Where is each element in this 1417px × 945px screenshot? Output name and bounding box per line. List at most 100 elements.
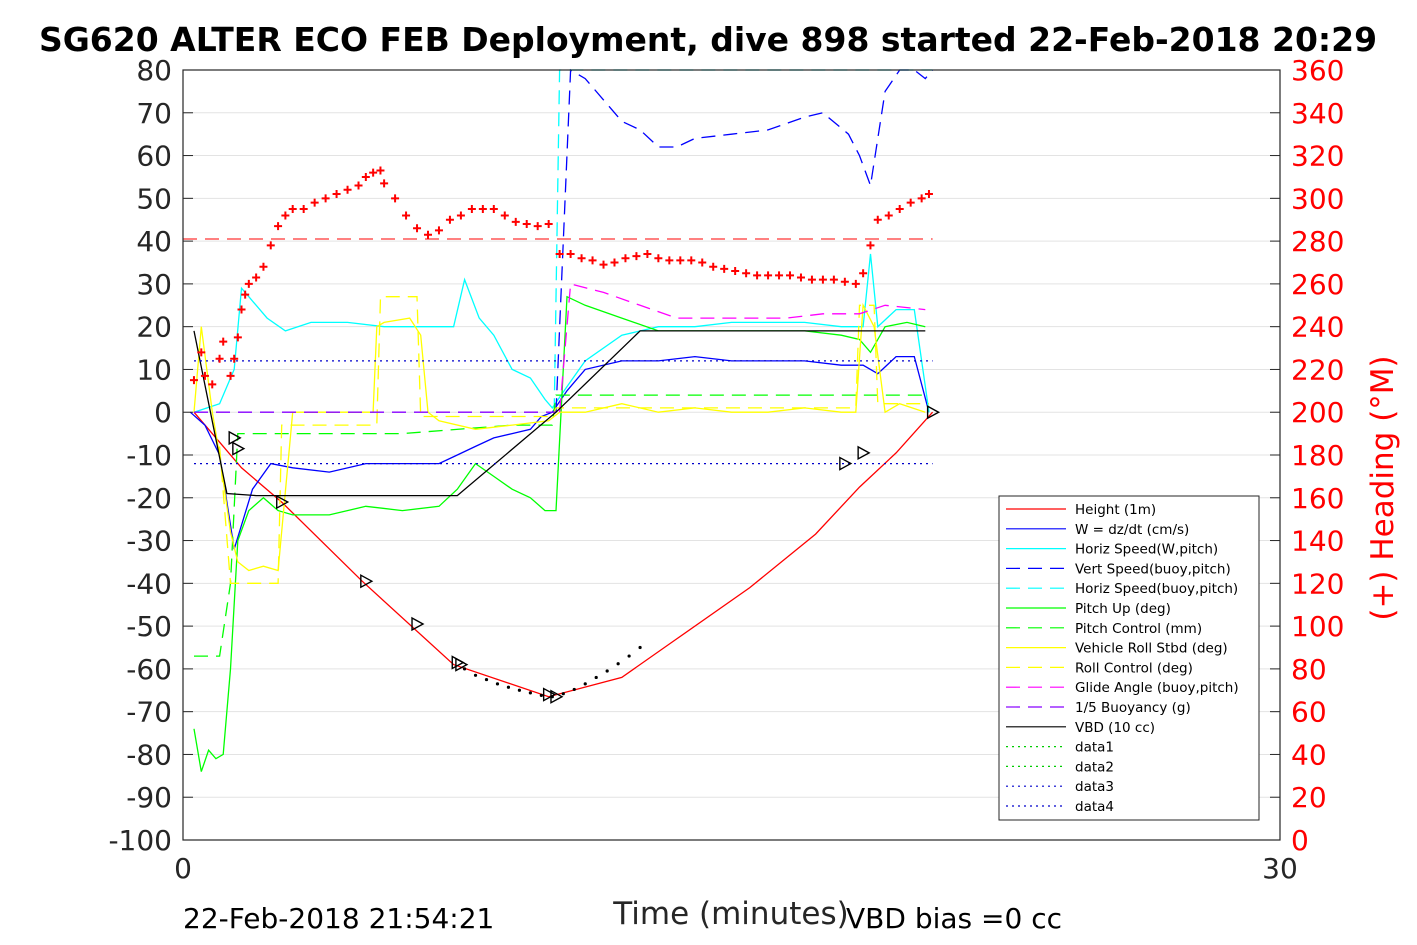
heading-point [467,205,476,214]
right-tick-label: 300 [1291,182,1344,215]
heading-point [566,249,575,258]
heading-point [208,380,217,389]
heading-point [252,273,261,282]
heading-point [391,194,400,203]
sample-dot [506,685,511,689]
legend-label: Horiz Speed(buoy,pitch) [1075,581,1238,597]
right-y-axis-label: (+) Heading (°M) [1365,355,1401,620]
series-layer [189,68,934,772]
legend-label: data1 [1075,740,1114,756]
height-marker [857,445,871,461]
right-tick-label: 260 [1291,268,1344,301]
legend-label: Glide Angle (buoy,pitch) [1075,680,1239,696]
heading-point [807,275,816,284]
height-marker [276,494,290,510]
legend-label: data4 [1075,799,1114,815]
heading-point [764,271,773,280]
heading-point [588,256,597,265]
footer-vbd-bias: VBD bias =0 cc [846,902,1062,935]
heading-point [369,168,378,177]
heading-point [226,371,235,380]
heading-point [445,215,454,224]
heading-point [866,241,875,250]
height-marker [411,616,425,632]
x-axis-label: Time (minutes) [612,896,848,932]
left-tick-label: -30 [126,525,172,558]
heading-point [643,249,652,258]
heading-point [665,256,674,265]
left-tick-label: -70 [126,696,172,729]
sample-dot [594,675,598,680]
legend-label: Pitch Control (mm) [1075,621,1202,637]
left-tick-label: 70 [136,97,172,130]
series-line-7 [193,302,926,572]
heading-point [200,371,209,380]
heading-point [720,264,729,273]
series-line-11 [193,330,926,497]
heading-point [511,217,520,226]
heading-point [434,226,443,235]
sample-dot [495,682,500,686]
heading-point [859,269,868,278]
right-tick-label: 100 [1291,610,1344,643]
right-y-axis: 3603403203002802602402202001801601401201… [1270,54,1344,857]
heading-point [259,262,268,271]
heading-point [500,211,509,220]
heading-point [753,271,762,280]
legend-label: VBD (10 cc) [1075,720,1155,736]
heading-point [244,279,253,288]
left-tick-label: -80 [126,738,172,771]
left-tick-label: 20 [136,311,172,344]
right-tick-label: 360 [1291,54,1344,87]
right-tick-label: 220 [1291,353,1344,386]
sample-dot [462,667,467,671]
legend-label: Horiz Speed(W,pitch) [1075,542,1218,558]
left-tick-label: 30 [136,268,172,301]
heading-point [215,354,224,363]
sample-dot [638,645,642,650]
sample-dot [583,682,587,686]
x-axis: 0 30 [174,830,1298,885]
heading-point [829,275,838,284]
heading-point [233,333,242,342]
marker-layer [228,405,941,704]
heading-point [906,198,915,207]
legend-label: Roll Control (deg) [1075,660,1193,676]
sample-dot [561,692,565,696]
heading-point [197,348,206,357]
heading-point [489,205,498,214]
heading-point [321,194,330,203]
heading-point [299,205,308,214]
x-tick-label: 0 [174,852,192,885]
chart-title: SG620 ALTER ECO FEB Deployment, dive 898… [39,20,1377,59]
left-tick-label: 50 [136,182,172,215]
heading-point [332,190,341,199]
heading-point [884,211,893,220]
legend-label: Vehicle Roll Stbd (deg) [1075,641,1228,657]
right-tick-label: 80 [1291,653,1327,686]
height-marker [926,405,941,420]
right-tick-label: 140 [1291,525,1344,558]
height-marker [542,687,557,702]
height-marker [455,657,469,672]
right-tick-label: 120 [1291,567,1344,600]
heading-point [376,166,385,175]
heading-point [577,254,586,263]
heading-point [423,230,432,239]
sample-dot [572,687,576,692]
left-tick-label: 10 [136,353,172,386]
sample-dot [484,677,489,682]
heading-points-layer [189,166,933,389]
sample-dot [473,673,478,677]
heading-point [478,205,487,214]
heading-point [851,279,860,288]
heading-point [413,224,422,233]
legend-items: Height (1m) W = dz/dt (cm/s) Horiz Speed(W… [1006,502,1239,815]
heading-point [274,222,283,231]
left-tick-label: -50 [126,610,172,643]
left-tick-label: 40 [136,225,172,258]
series-line-2 [193,253,930,413]
legend-label: 1/5 Buoyancy (g) [1075,700,1191,716]
right-tick-label: 0 [1291,824,1309,857]
heading-point [402,211,411,220]
